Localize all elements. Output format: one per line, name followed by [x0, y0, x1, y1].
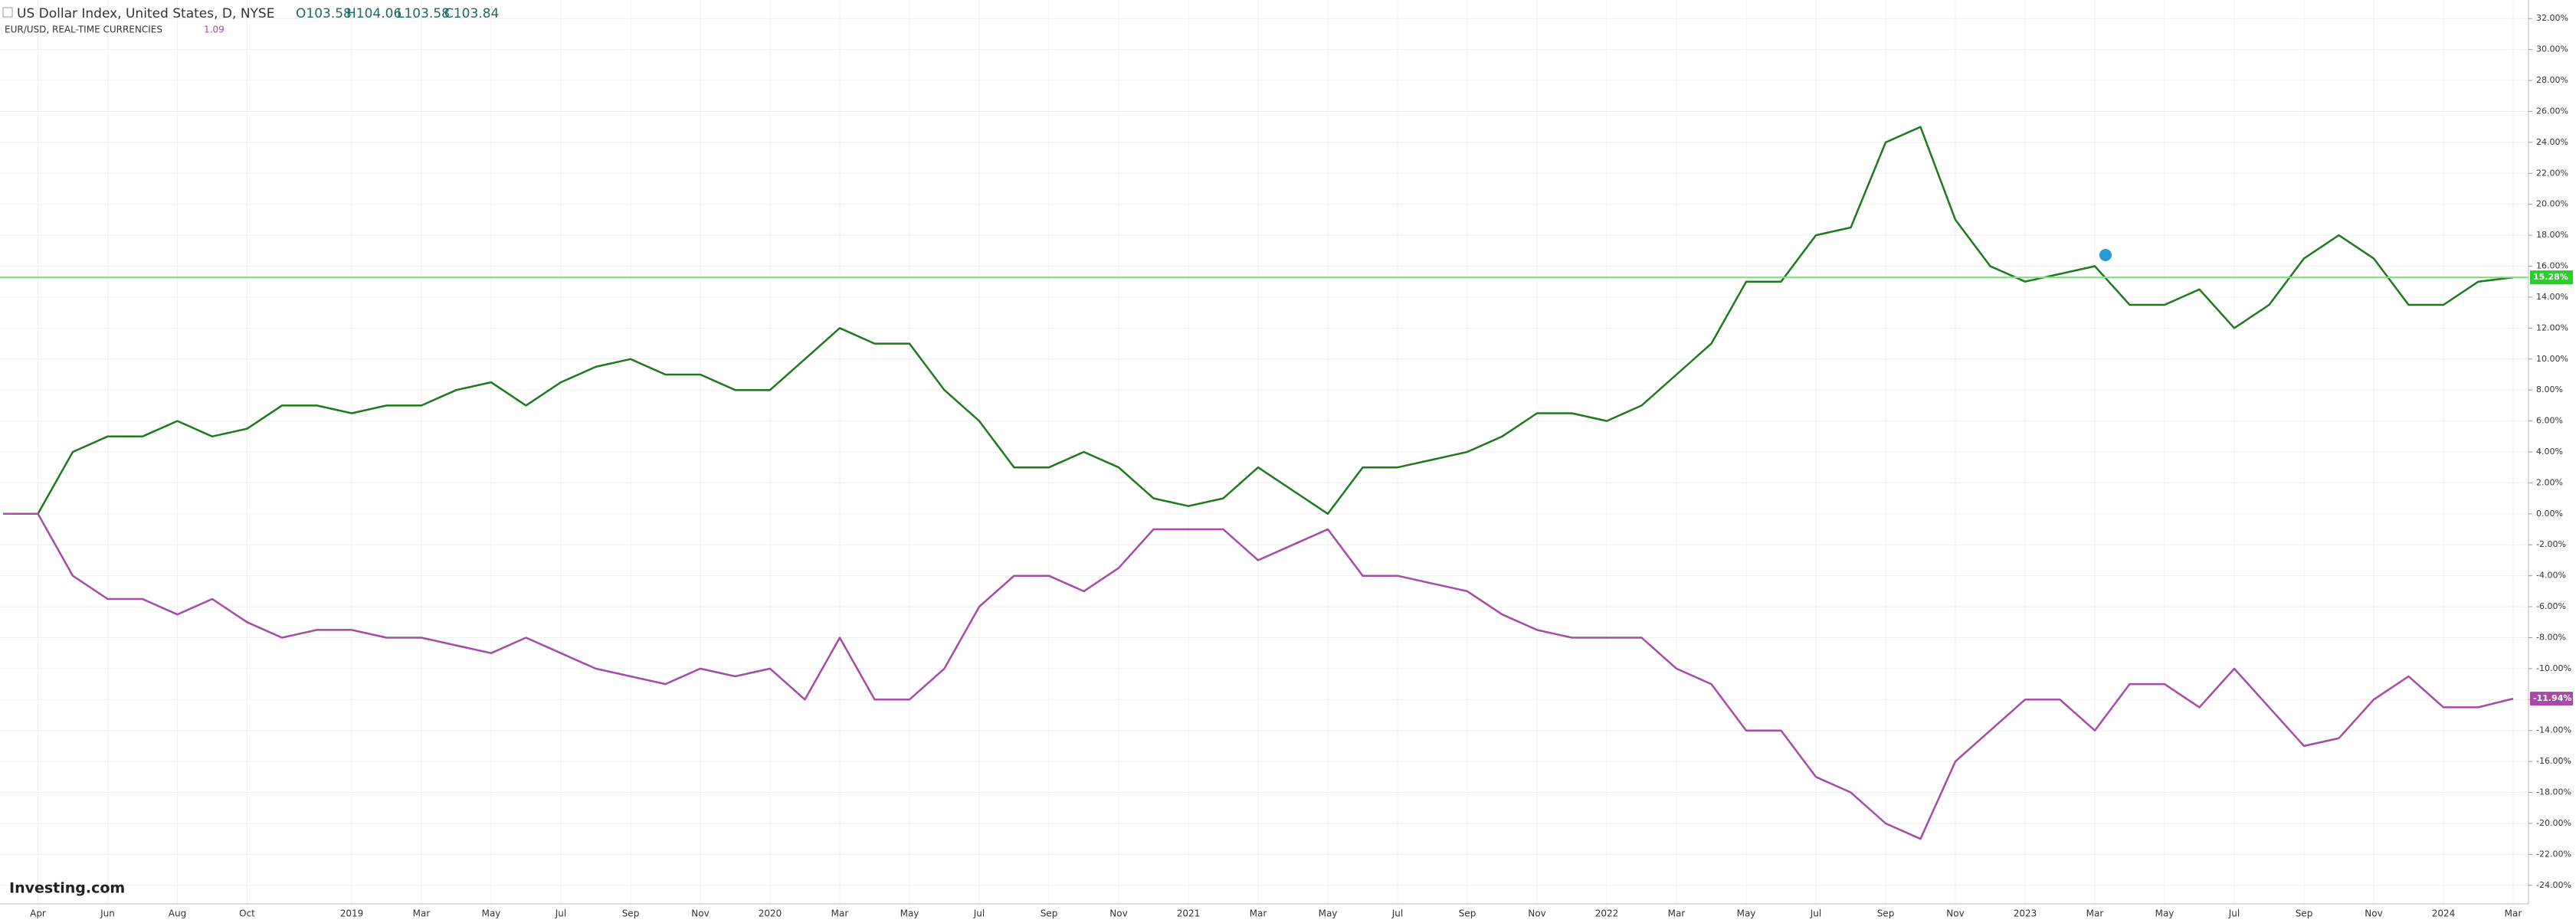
x-tick-label: Mar	[413, 908, 431, 919]
y-tick-label: 14.00%	[2536, 292, 2568, 302]
x-tick-label: 2022	[1595, 908, 1619, 919]
x-tick-label: May	[900, 908, 919, 919]
x-tick-label: 2021	[1177, 908, 1201, 919]
y-tick-label: -20.00%	[2536, 818, 2571, 828]
x-tick-label: Mar	[2505, 908, 2522, 919]
y-tick-label: 12.00%	[2536, 322, 2568, 332]
last-value-label: 15.28%	[2533, 272, 2568, 282]
close: C103.84	[444, 6, 499, 21]
x-tick-label: Sep	[1877, 908, 1895, 919]
x-tick-label: May	[1319, 908, 1338, 919]
x-tick-label: Jul	[2228, 908, 2240, 919]
symbol: US Dollar Index, United States, D, NYSE	[17, 6, 274, 21]
x-tick-label: Nov	[1946, 908, 1964, 919]
y-tick-label: 22.00%	[2536, 168, 2568, 178]
y-tick-label: 18.00%	[2536, 230, 2568, 240]
y-tick-label: -24.00%	[2536, 880, 2571, 890]
y-tick-label: -16.00%	[2536, 756, 2571, 766]
x-tick-label: 2024	[2432, 908, 2456, 919]
x-tick-label: Oct	[239, 908, 255, 919]
y-tick-label: 26.00%	[2536, 106, 2568, 116]
y-tick-label: -2.00%	[2536, 539, 2566, 549]
x-tick-label: Jul	[1810, 908, 1821, 919]
y-tick-label: 8.00%	[2536, 385, 2563, 394]
y-tick-label: 2.00%	[2536, 477, 2563, 487]
series-line	[3, 126, 2514, 516]
x-tick-label: Sep	[1459, 908, 1476, 919]
x-tick-label: Mar	[1668, 908, 1686, 919]
x-tick-label: 2023	[2014, 908, 2037, 919]
x-tick-label: Mar	[831, 908, 849, 919]
grid	[0, 0, 2528, 904]
series-line	[3, 512, 2514, 840]
last-value-badge	[2530, 270, 2573, 285]
y-tick-label: 20.00%	[2536, 199, 2568, 209]
y-tick-label: -10.00%	[2536, 663, 2571, 673]
x-tick-label: May	[2155, 908, 2175, 919]
y-tick-label: -22.00%	[2536, 849, 2571, 859]
x-tick-label: Jun	[100, 908, 115, 919]
high: H104.06	[346, 6, 401, 21]
y-tick-label: -14.00%	[2536, 725, 2571, 735]
y-tick-label: 4.00%	[2536, 447, 2563, 457]
x-tick-label: 2019	[340, 908, 364, 919]
y-tick-label: -4.00%	[2536, 571, 2566, 581]
open: O103.58	[296, 6, 352, 21]
x-tick-label: Jul	[973, 908, 985, 919]
last-value-label: -11.94%	[2533, 693, 2571, 703]
x-tick-label: Nov	[691, 908, 709, 919]
compare-symbol: EUR/USD, REAL-TIME CURRENCIES	[5, 25, 162, 35]
x-tick-label: 2020	[759, 908, 782, 919]
y-tick-label: 24.00%	[2536, 137, 2568, 147]
y-tick-label: 10.00%	[2536, 354, 2568, 364]
collapse-icon[interactable]	[2, 7, 13, 18]
x-tick-label: May	[482, 908, 501, 919]
x-tick-label: Mar	[2086, 908, 2104, 919]
y-tick-label: 0.00%	[2536, 509, 2563, 519]
y-tick-label: -6.00%	[2536, 601, 2566, 611]
y-tick-label: -18.00%	[2536, 787, 2571, 797]
x-tick-label: Nov	[1528, 908, 1545, 919]
x-tick-label: May	[1737, 908, 1756, 919]
y-tick-label: 30.00%	[2536, 44, 2568, 54]
y-tick-label: 28.00%	[2536, 75, 2568, 85]
x-tick-label: Nov	[2365, 908, 2382, 919]
x-tick-label: Aug	[169, 908, 186, 919]
x-tick-label: Jul	[555, 908, 566, 919]
x-tick-label: Sep	[1041, 908, 1058, 919]
low: L103.58	[397, 6, 450, 21]
x-tick-label: Apr	[30, 908, 46, 919]
x-tick-label: Nov	[1109, 908, 1127, 919]
y-tick-label: 16.00%	[2536, 261, 2568, 271]
x-tick-label: Mar	[1250, 908, 1267, 919]
y-tick-label: 32.00%	[2536, 13, 2568, 23]
event-marker[interactable]	[2099, 249, 2112, 261]
x-tick-label: Sep	[2296, 908, 2313, 919]
last-value-badge	[2530, 692, 2573, 706]
y-tick-label: 6.00%	[2536, 416, 2563, 426]
logo: Investing.com	[9, 880, 125, 897]
y-tick-label: -8.00%	[2536, 632, 2566, 642]
x-tick-label: Jul	[1391, 908, 1403, 919]
compare-value: 1.09	[204, 25, 224, 35]
x-tick-label: Sep	[622, 908, 640, 919]
